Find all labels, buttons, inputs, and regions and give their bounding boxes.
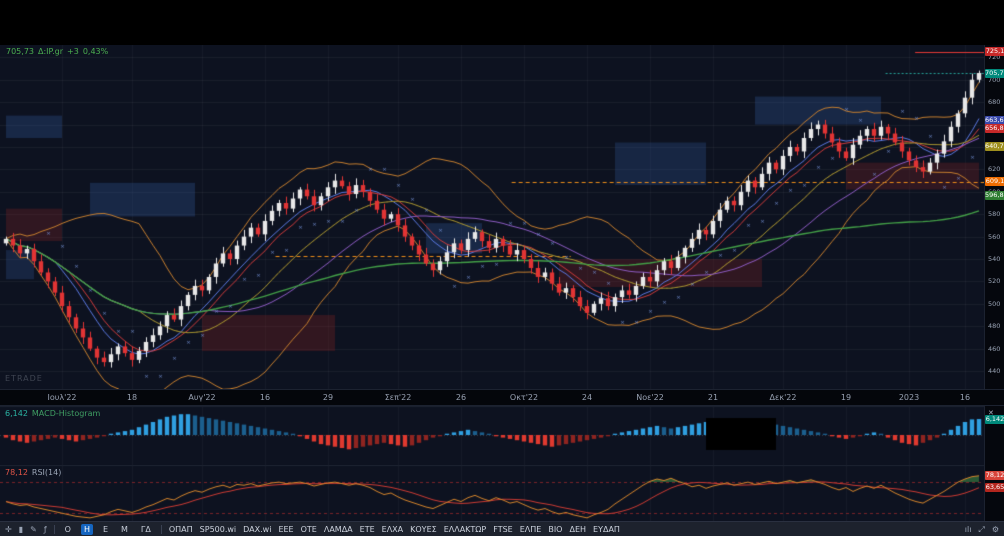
broker-watermark: ETRADE	[5, 374, 43, 383]
price-axis-tick: 580	[988, 210, 1001, 219]
price-badge: 656,85	[985, 123, 1004, 133]
bottom-toolbar: ✛ ▮ ✎ ƒ Ο Η Ε Μ ΓΔ ΟΠΑΠ SP500.wi DAX.wi ΕΕΕ ΟΤΕ ΛΑΜΔΑ Ε…	[0, 521, 1004, 536]
mode-button-Μ[interactable]: Μ	[121, 524, 128, 534]
rsi-axis[interactable]: 78,12 63,65	[984, 465, 1004, 521]
watchlist-symbol[interactable]: SP500.wi	[199, 524, 237, 534]
rsi-pane[interactable]	[0, 465, 984, 521]
symbol-name: Δ:IP.gr	[38, 47, 64, 56]
symbol-change-pct: 0,43%	[82, 47, 109, 56]
rsi-name: RSI(14)	[31, 468, 62, 477]
time-axis-label: Νοε'22	[636, 393, 664, 402]
price-axis-tick: 560	[988, 232, 1001, 241]
price-badge: 705,73	[985, 68, 1004, 78]
watchlist-symbol[interactable]: ΚΟΥΕΣ	[410, 524, 437, 534]
price-badge: 725,1	[985, 47, 1004, 57]
price-axis-tick: 480	[988, 322, 1001, 331]
price-badge: 596,84	[985, 190, 1004, 200]
time-axis-label: 18	[126, 393, 138, 402]
toolbar-separator	[160, 524, 162, 534]
price-axis-tick: 700	[988, 75, 1001, 84]
price-axis-tick: 520	[988, 277, 1001, 286]
macd-name: MACD-Histogram	[31, 409, 101, 418]
time-axis-label: 19	[840, 393, 852, 402]
rsi-label: 78,12 RSI(14)	[5, 468, 61, 477]
price-badge: 640,76	[985, 141, 1004, 151]
price-axis-tick: 460	[988, 344, 1001, 353]
watchlist-symbol[interactable]: ΟΠΑΠ	[168, 524, 193, 534]
price-axis-tick: 620	[988, 165, 1001, 174]
watchlist-symbol[interactable]: ΕΕΕ	[278, 524, 294, 534]
time-axis-label: 16	[959, 393, 971, 402]
symbol-change: +3	[67, 47, 79, 56]
price-axis[interactable]: 4404604805005205405605806006206406606807…	[984, 45, 1004, 389]
time-axis-label: Οκτ'22	[509, 393, 539, 402]
volume-bars-icon[interactable]: ılı	[964, 524, 972, 534]
watchlist-symbol[interactable]: ΕΛΠΕ	[519, 524, 542, 534]
macd-value: 6,142	[5, 409, 28, 418]
close-icon[interactable]: ✕	[988, 409, 994, 417]
settings-icon[interactable]: ⚙	[991, 524, 999, 534]
watchlist-symbol[interactable]: DAX.wi	[243, 524, 272, 534]
time-axis-label: Αυγ'22	[188, 393, 216, 402]
draw-icon[interactable]: ✎	[30, 524, 37, 534]
symbol-price: 705,73	[6, 47, 34, 56]
price-badge: 609,1	[985, 177, 1004, 187]
watchlist-symbol[interactable]: ΕΛΧΑ	[381, 524, 404, 534]
price-axis-tick: 500	[988, 299, 1001, 308]
mode-button-ΓΔ[interactable]: ΓΔ	[140, 524, 151, 534]
time-axis-label: 2023	[898, 393, 920, 402]
symbol-info-line: 705,73 Δ:IP.gr +3 0,43%	[6, 47, 108, 56]
time-axis-label: 21	[707, 393, 719, 402]
watchlist-symbol[interactable]: ΔΕΗ	[569, 524, 587, 534]
time-axis-label: Δεκ'22	[769, 393, 797, 402]
mode-button-Ε[interactable]: Ε	[102, 524, 109, 534]
time-axis-label: 29	[322, 393, 334, 402]
candles-icon[interactable]: ▮	[18, 524, 24, 534]
macd-label: 6,142 MACD-Histogram	[5, 409, 100, 418]
time-axis-label: Ιουλ'22	[47, 393, 77, 402]
fullscreen-icon[interactable]: ⤢	[978, 524, 985, 534]
mode-button-Ο[interactable]: Ο	[64, 524, 71, 534]
watchlist-symbol[interactable]: ΟΤΕ	[300, 524, 317, 534]
rsi-badge: 63,65	[985, 482, 1004, 492]
toolbar-right-group: ılı ⤢ ⚙	[965, 523, 999, 536]
watchlist-symbol[interactable]: ΕΤΕ	[359, 524, 375, 534]
price-axis-tick: 720	[988, 53, 1001, 62]
indicators-icon[interactable]: ƒ	[43, 524, 47, 534]
macd-value-badge: 6,142	[985, 414, 1004, 424]
price-axis-tick: 680	[988, 98, 1001, 107]
main-price-chart[interactable]	[0, 45, 984, 389]
watchlist-symbol[interactable]: FTSE	[493, 524, 513, 534]
time-axis-label: 26	[455, 393, 467, 402]
macd-pane[interactable]	[0, 406, 984, 465]
macd-axis[interactable]: 6,142	[984, 406, 1004, 465]
rsi-badge: 78,12	[985, 471, 1004, 481]
price-axis-tick: 540	[988, 255, 1001, 264]
watchlist-symbol[interactable]: ΕΥΔΑΠ	[593, 524, 620, 534]
time-axis-label: Σεπ'22	[384, 393, 412, 402]
watchlist-symbol[interactable]: ΕΛΛΑΚΤΩΡ	[443, 524, 487, 534]
watchlist-symbol[interactable]: ΛΑΜΔΑ	[323, 524, 353, 534]
cursor-icon[interactable]: ✛	[5, 524, 12, 534]
rsi-value: 78,12	[5, 468, 28, 477]
time-axis-label: 16	[259, 393, 271, 402]
toolbar-separator	[53, 524, 55, 534]
mode-button-Η[interactable]: Η	[80, 523, 93, 535]
price-axis-tick: 440	[988, 367, 1001, 376]
time-axis[interactable]: Ιουλ'22 18 Αυγ'22 16 29 Σεπ'22 26 Οκτ'22 24 Νοε'2…	[0, 389, 1004, 406]
time-axis-label: 24	[581, 393, 593, 402]
watchlist-symbol[interactable]: ΒΙΟ	[548, 524, 563, 534]
price-badge: 663,67	[985, 115, 1004, 125]
